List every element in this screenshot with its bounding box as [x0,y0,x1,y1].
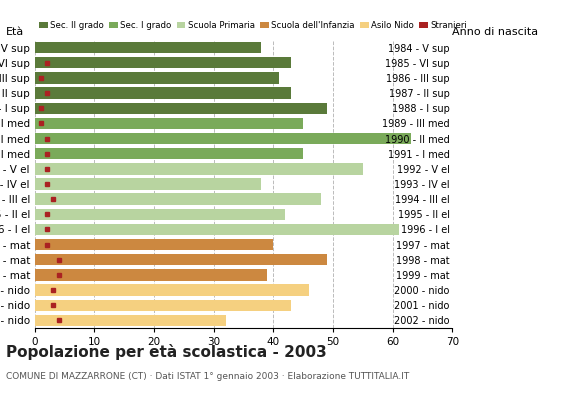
Text: Popolazione per età scolastica - 2003: Popolazione per età scolastica - 2003 [6,344,327,360]
Text: Anno di nascita: Anno di nascita [452,27,538,37]
Bar [35,269,267,281]
Text: COMUNE DI MAZZARRONE (CT) · Dati ISTAT 1° gennaio 2003 · Elaborazione TUTTITALIA: COMUNE DI MAZZARRONE (CT) · Dati ISTAT 1… [6,372,409,381]
Bar [35,178,262,190]
Bar [35,194,321,205]
Bar [35,57,291,68]
Bar [35,118,303,129]
Bar [35,133,411,144]
Bar [35,102,327,114]
Bar [35,224,398,235]
Bar [35,300,291,311]
Bar [35,209,285,220]
Bar [35,42,262,53]
Bar [35,163,363,174]
Bar [35,239,273,250]
Legend: Sec. II grado, Sec. I grado, Scuola Primaria, Scuola dell'Infanzia, Asilo Nido, : Sec. II grado, Sec. I grado, Scuola Prim… [39,21,467,30]
Bar [35,315,226,326]
Bar [35,148,303,159]
Bar [35,284,309,296]
Bar [35,87,291,99]
Bar [35,72,280,84]
Text: Età: Età [6,27,24,37]
Bar [35,254,327,266]
